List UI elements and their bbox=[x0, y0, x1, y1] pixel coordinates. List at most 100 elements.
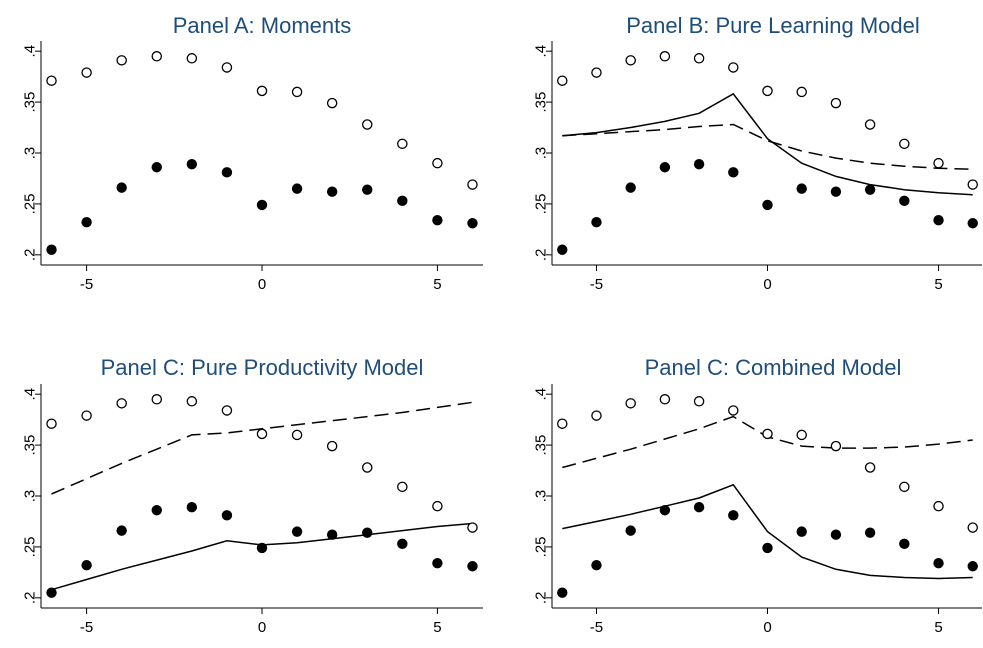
filled-point bbox=[591, 217, 602, 228]
dashed-model-line bbox=[562, 123, 973, 171]
filled-point bbox=[221, 510, 233, 521]
hollow-point bbox=[899, 138, 910, 150]
y-tick-label: .25 bbox=[22, 536, 39, 557]
hollow-point bbox=[256, 85, 268, 97]
x-tick-label: 5 bbox=[433, 619, 441, 636]
hollow-point bbox=[864, 462, 876, 473]
y-tick-label: .2 bbox=[22, 249, 39, 262]
filled-point bbox=[46, 244, 57, 255]
y-tick-label: .35 bbox=[533, 435, 550, 456]
panel-c-productivity-title: Panel C: Pure Productivity Model bbox=[101, 355, 424, 380]
hollow-point bbox=[221, 62, 233, 73]
panel-a-moments: Panel A: Moments .2 .25 .3 .35 .4 -5 0 5 bbox=[22, 13, 483, 293]
x-tick-label: 0 bbox=[763, 276, 771, 293]
plot-area bbox=[552, 41, 982, 265]
hollow-point bbox=[557, 75, 568, 86]
filled-point bbox=[659, 162, 671, 173]
x-tick-label: 5 bbox=[934, 619, 942, 636]
y-tick-label: .4 bbox=[22, 388, 39, 401]
filled-point bbox=[864, 184, 876, 195]
panel-c-combined-title: Panel C: Combined Model bbox=[645, 355, 902, 380]
y-tick-label: .2 bbox=[22, 592, 39, 605]
x-tick-label: -5 bbox=[80, 619, 93, 636]
x-tick-label: 5 bbox=[934, 276, 942, 293]
hollow-point bbox=[46, 418, 57, 429]
hollow-point bbox=[796, 86, 807, 98]
filled-point bbox=[186, 159, 198, 170]
panel-b-title: Panel B: Pure Learning Model bbox=[626, 13, 920, 38]
plot-area bbox=[552, 384, 982, 608]
y-tick-label: .2 bbox=[533, 249, 550, 262]
filled-point bbox=[933, 558, 944, 569]
hollow-point bbox=[899, 481, 910, 493]
filled-point bbox=[728, 510, 739, 521]
filled-point bbox=[899, 195, 910, 207]
panel-c-pure-productivity-model: Panel C: Pure Productivity Model .2 .25 .3… bbox=[22, 355, 483, 636]
hollow-point bbox=[659, 394, 671, 405]
filled-point bbox=[116, 182, 127, 193]
filled-point bbox=[693, 502, 705, 513]
panel-a-title: Panel A: Moments bbox=[173, 13, 352, 38]
hollow-point bbox=[81, 410, 92, 421]
filled-point bbox=[256, 199, 268, 211]
hollow-point bbox=[361, 119, 373, 130]
hollow-point bbox=[557, 418, 568, 429]
filled-point bbox=[46, 587, 57, 598]
y-tick-label: .25 bbox=[22, 193, 39, 214]
panel-c-combined-model: Panel C: Combined Model .2 .25 .3 .35 .4 -5 0 5 bbox=[533, 355, 982, 636]
hollow-point bbox=[467, 179, 478, 190]
hollow-point bbox=[361, 462, 373, 473]
y-tick-label: .3 bbox=[22, 490, 39, 503]
filled-point bbox=[659, 505, 671, 516]
filled-point bbox=[256, 542, 268, 554]
filled-point bbox=[864, 527, 876, 538]
filled-point bbox=[362, 527, 373, 538]
filled-point bbox=[81, 217, 92, 228]
hollow-point bbox=[397, 138, 408, 150]
filled-point bbox=[796, 183, 807, 194]
hollow-point bbox=[967, 522, 978, 533]
hollow-point bbox=[591, 410, 602, 421]
y-tick-label: .35 bbox=[533, 92, 550, 113]
y-tick-label: .35 bbox=[22, 435, 39, 456]
filled-point bbox=[830, 186, 842, 197]
filled-point bbox=[557, 587, 568, 598]
hollow-point bbox=[625, 55, 636, 66]
hollow-point bbox=[933, 157, 944, 169]
hollow-point bbox=[659, 51, 671, 62]
hollow-point bbox=[728, 405, 739, 416]
panel-b-pure-learning-model: Panel B: Pure Learning Model .2 .25 .3 .35.… bbox=[533, 13, 982, 293]
filled-point bbox=[796, 526, 807, 537]
x-tick-label: 0 bbox=[258, 276, 266, 293]
filled-point bbox=[291, 183, 303, 194]
hollow-point bbox=[432, 157, 443, 169]
hollow-point bbox=[46, 75, 57, 86]
filled-point bbox=[432, 215, 443, 226]
filled-point bbox=[397, 195, 408, 207]
hollow-point bbox=[762, 85, 773, 97]
hollow-point bbox=[326, 97, 338, 109]
plot-area bbox=[41, 41, 483, 265]
y-tick-label: .25 bbox=[533, 193, 550, 214]
y-tick-label: .25 bbox=[533, 536, 550, 557]
filled-point bbox=[467, 561, 478, 572]
filled-point bbox=[151, 162, 162, 173]
filled-point bbox=[591, 560, 602, 571]
hollow-point bbox=[116, 398, 127, 409]
y-tick-label: .3 bbox=[22, 147, 39, 160]
hollow-point bbox=[796, 429, 807, 441]
hollow-point bbox=[693, 53, 705, 64]
hollow-point bbox=[967, 179, 978, 190]
filled-point bbox=[186, 502, 198, 513]
filled-point bbox=[728, 167, 739, 178]
filled-point bbox=[830, 529, 842, 540]
y-tick-label: .35 bbox=[22, 92, 39, 113]
y-tick-label: .4 bbox=[533, 388, 550, 401]
hollow-point bbox=[728, 62, 739, 73]
solid-model-line bbox=[562, 92, 973, 196]
hollow-point bbox=[221, 405, 233, 416]
hollow-point bbox=[762, 428, 773, 440]
filled-point bbox=[693, 159, 705, 170]
filled-point bbox=[625, 525, 636, 536]
hollow-point bbox=[830, 440, 842, 452]
